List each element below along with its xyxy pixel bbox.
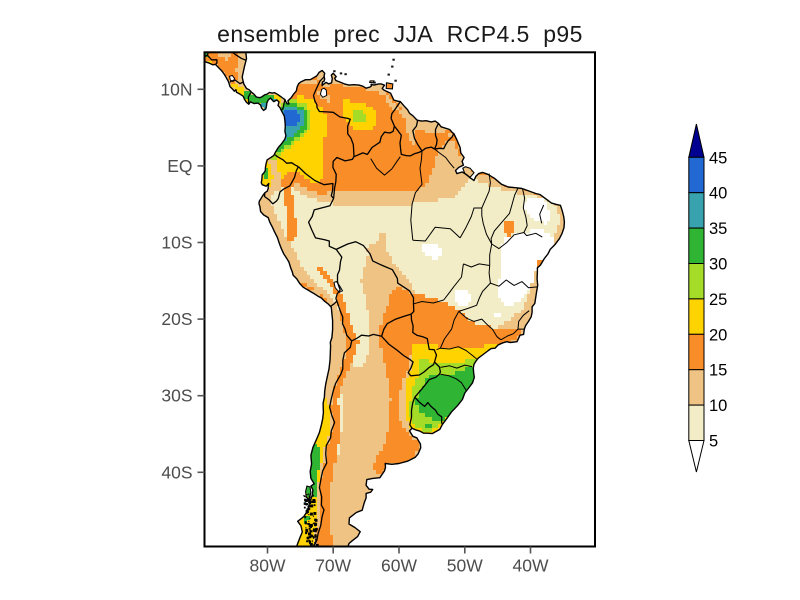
svg-text:20: 20 — [709, 326, 727, 344]
svg-text:40W: 40W — [513, 556, 549, 576]
svg-text:40: 40 — [709, 185, 727, 203]
svg-text:40S: 40S — [161, 462, 192, 482]
svg-text:ensemble prec JJA RCP4.5 p: ensemble prec JJA RCP4.5 p95 — [217, 21, 583, 47]
svg-text:45: 45 — [709, 149, 727, 167]
svg-text:10: 10 — [709, 397, 727, 415]
svg-text:EQ: EQ — [167, 156, 192, 176]
svg-text:50W: 50W — [447, 556, 483, 576]
svg-text:30: 30 — [709, 256, 727, 274]
svg-text:10N: 10N — [160, 79, 192, 99]
svg-text:70W: 70W — [315, 556, 351, 576]
svg-text:35: 35 — [709, 220, 727, 238]
svg-text:10S: 10S — [161, 233, 192, 253]
svg-text:5: 5 — [709, 433, 718, 451]
svg-text:20S: 20S — [161, 309, 192, 329]
svg-text:60W: 60W — [381, 556, 417, 576]
svg-text:30S: 30S — [161, 386, 192, 406]
svg-text:15: 15 — [709, 362, 727, 380]
svg-text:80W: 80W — [250, 556, 286, 576]
svg-text:25: 25 — [709, 291, 727, 309]
